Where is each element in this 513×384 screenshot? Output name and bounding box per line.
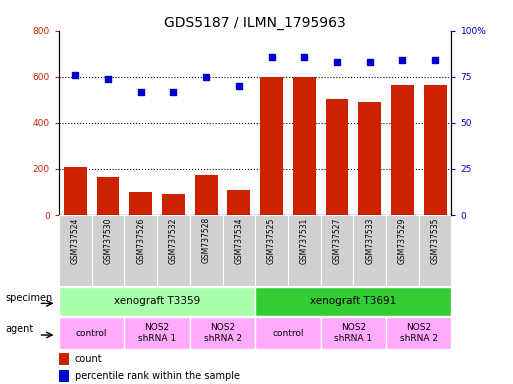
FancyBboxPatch shape <box>59 318 124 349</box>
Point <box>104 76 112 82</box>
Bar <box>424 85 446 215</box>
Bar <box>59 370 69 382</box>
FancyBboxPatch shape <box>124 215 157 286</box>
Bar <box>260 77 283 215</box>
Text: GSM737533: GSM737533 <box>365 217 374 264</box>
FancyBboxPatch shape <box>255 215 288 286</box>
Bar <box>96 177 120 215</box>
Text: agent: agent <box>5 324 33 334</box>
Text: xenograft T3691: xenograft T3691 <box>310 296 397 306</box>
Text: NOS2
shRNA 1: NOS2 shRNA 1 <box>138 323 176 343</box>
Text: GSM737535: GSM737535 <box>430 217 440 264</box>
FancyBboxPatch shape <box>190 215 223 286</box>
FancyBboxPatch shape <box>59 215 92 286</box>
Bar <box>162 194 185 215</box>
FancyBboxPatch shape <box>386 318 451 349</box>
FancyBboxPatch shape <box>157 215 190 286</box>
FancyBboxPatch shape <box>190 318 255 349</box>
Text: GSM737525: GSM737525 <box>267 217 276 263</box>
Text: NOS2
shRNA 1: NOS2 shRNA 1 <box>334 323 372 343</box>
FancyBboxPatch shape <box>386 215 419 286</box>
Point <box>300 53 308 60</box>
Text: NOS2
shRNA 2: NOS2 shRNA 2 <box>400 323 438 343</box>
Text: control: control <box>76 329 107 338</box>
Bar <box>59 353 69 365</box>
Text: count: count <box>75 354 102 364</box>
Point <box>169 88 177 94</box>
FancyBboxPatch shape <box>288 215 321 286</box>
Text: NOS2
shRNA 2: NOS2 shRNA 2 <box>204 323 242 343</box>
Point <box>366 59 374 65</box>
Point <box>267 53 275 60</box>
Point <box>71 72 80 78</box>
Text: GSM737534: GSM737534 <box>234 217 243 264</box>
Text: xenograft T3359: xenograft T3359 <box>114 296 200 306</box>
FancyBboxPatch shape <box>223 215 255 286</box>
Text: GSM737524: GSM737524 <box>71 217 80 263</box>
Text: GSM737529: GSM737529 <box>398 217 407 263</box>
Text: GSM737526: GSM737526 <box>136 217 145 263</box>
Bar <box>391 85 414 215</box>
Bar <box>195 175 218 215</box>
FancyBboxPatch shape <box>59 287 255 316</box>
Bar <box>64 167 87 215</box>
FancyBboxPatch shape <box>321 318 386 349</box>
Text: GSM737531: GSM737531 <box>300 217 309 263</box>
Text: GSM737527: GSM737527 <box>332 217 342 263</box>
Point <box>333 59 341 65</box>
FancyBboxPatch shape <box>255 318 321 349</box>
FancyBboxPatch shape <box>124 318 190 349</box>
FancyBboxPatch shape <box>255 287 451 316</box>
Bar <box>293 77 315 215</box>
Text: control: control <box>272 329 304 338</box>
Text: GSM737530: GSM737530 <box>104 217 112 264</box>
Bar <box>358 102 381 215</box>
Point <box>431 57 439 63</box>
Title: GDS5187 / ILMN_1795963: GDS5187 / ILMN_1795963 <box>164 16 346 30</box>
Point <box>136 88 145 94</box>
Bar <box>227 190 250 215</box>
FancyBboxPatch shape <box>321 215 353 286</box>
Point <box>202 74 210 80</box>
Point <box>398 57 406 63</box>
Point <box>235 83 243 89</box>
Text: percentile rank within the sample: percentile rank within the sample <box>75 371 240 381</box>
Bar <box>326 99 348 215</box>
Text: GSM737528: GSM737528 <box>202 217 211 263</box>
FancyBboxPatch shape <box>419 215 451 286</box>
FancyBboxPatch shape <box>92 215 124 286</box>
Text: GSM737532: GSM737532 <box>169 217 178 263</box>
Text: specimen: specimen <box>5 293 52 303</box>
FancyBboxPatch shape <box>353 215 386 286</box>
Bar <box>129 192 152 215</box>
